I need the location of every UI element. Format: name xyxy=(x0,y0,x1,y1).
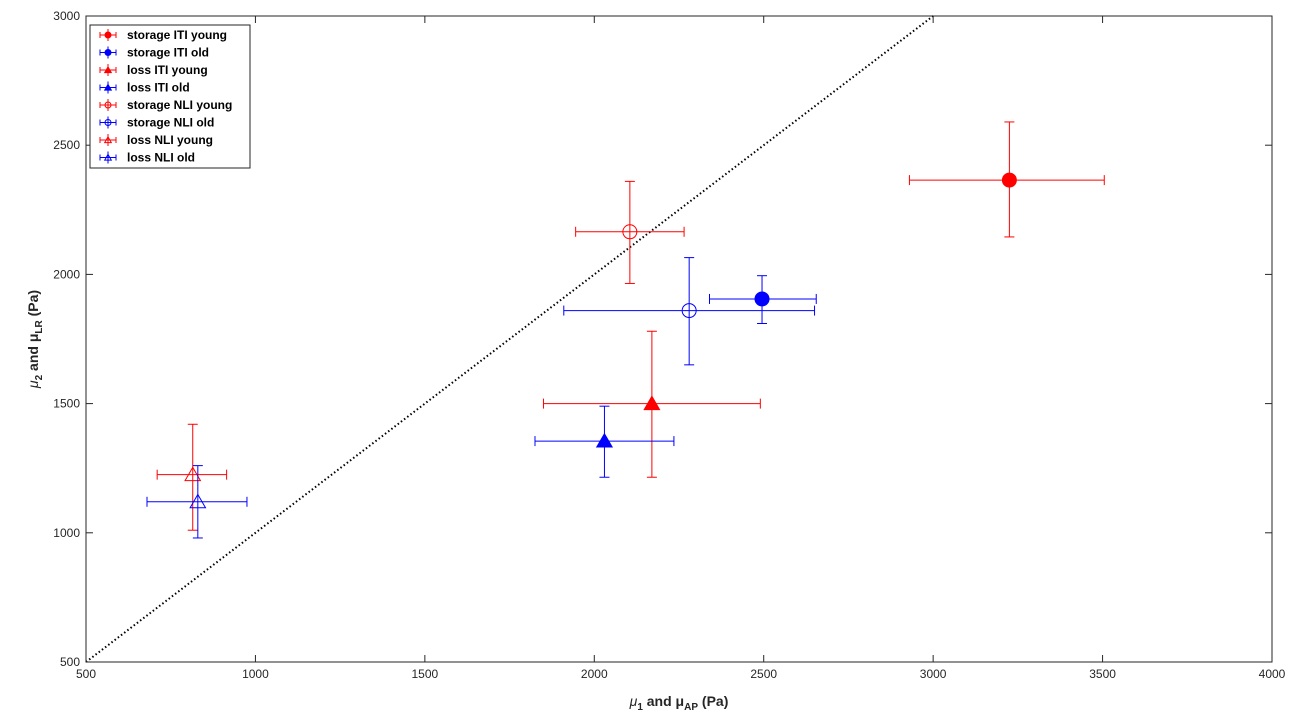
y-tick-label: 500 xyxy=(60,655,80,669)
legend-label: storage ITI young xyxy=(127,28,227,42)
legend-marker-loss-iti-old xyxy=(103,83,113,91)
legend-marker-loss-iti-young xyxy=(103,65,113,74)
legend-box xyxy=(89,24,251,169)
series-storage-iti-old xyxy=(708,275,817,324)
legend-label: storage ITI old xyxy=(127,46,209,60)
y-axis-ticks: 500 1000 1500 2000 2500 3000 xyxy=(53,9,1272,669)
legend-item-loss-iti-young: loss ITI young xyxy=(99,63,208,77)
series-loss-nli-old xyxy=(146,465,248,539)
series-loss-iti-old xyxy=(534,405,675,478)
x-tick-label: 3000 xyxy=(920,667,947,681)
series-storage-nli-young xyxy=(575,180,685,284)
y-axis-label: μ2 and μLR (Pa) xyxy=(25,290,45,389)
y-tick-label: 1500 xyxy=(53,397,80,411)
data-point-loss-iti-old xyxy=(595,432,614,448)
legend-label: loss ITI young xyxy=(127,63,208,77)
legend-marker-loss-nli-old xyxy=(103,153,113,161)
legend-label: loss ITI old xyxy=(127,81,190,95)
legend-marker-loss-nli-young xyxy=(103,135,113,144)
x-tick-label: 2500 xyxy=(750,667,777,681)
x-tick-label: 4000 xyxy=(1259,667,1286,681)
legend: storage ITI young storage ITI old loss ITI… xyxy=(89,24,251,169)
legend-marker-storage-nli-young xyxy=(104,101,112,109)
legend-item-storage-nli-young: storage NLI young xyxy=(99,98,232,112)
data-marks xyxy=(146,121,1105,539)
legend-label: loss NLI young xyxy=(127,133,213,147)
series-storage-nli-old xyxy=(563,257,816,366)
legend-item-storage-nli-old: storage NLI old xyxy=(99,116,214,130)
data-point-loss-iti-young xyxy=(643,395,661,411)
x-tick-label: 500 xyxy=(76,667,96,681)
legend-item-loss-nli-old: loss NLI old xyxy=(99,151,195,165)
legend-item-loss-iti-old: loss ITI old xyxy=(99,81,190,95)
legend-label: storage NLI young xyxy=(127,98,232,112)
legend-marker-storage-iti-old xyxy=(104,49,112,56)
x-axis-ticks: 500 1000 1500 2000 2500 3000 3500 4000 xyxy=(76,16,1286,681)
y-tick-label: 3000 xyxy=(53,9,80,23)
series-loss-iti-young xyxy=(542,330,761,478)
legend-item-storage-iti-young: storage ITI young xyxy=(99,28,227,42)
data-point-loss-nli-young xyxy=(184,466,202,482)
legend-label: storage NLI old xyxy=(127,116,214,130)
y-tick-label: 1000 xyxy=(53,526,80,540)
reference-line xyxy=(85,15,934,663)
x-tick-label: 2000 xyxy=(581,667,608,681)
plot-area xyxy=(85,15,1273,663)
x-tick-label: 1000 xyxy=(242,667,269,681)
legend-label: loss NLI old xyxy=(127,151,195,165)
data-point-storage-nli-old xyxy=(681,303,697,319)
legend-marker-storage-iti-young xyxy=(104,31,112,39)
data-point-loss-nli-old xyxy=(189,493,207,509)
x-tick-label: 1500 xyxy=(412,667,439,681)
x-tick-label: 3500 xyxy=(1089,667,1116,681)
data-point-storage-nli-young xyxy=(622,224,638,240)
y-tick-label: 2000 xyxy=(53,267,80,281)
series-loss-nli-young xyxy=(156,423,228,531)
y-tick-label: 2500 xyxy=(53,138,80,152)
data-point-storage-iti-old xyxy=(754,291,770,307)
series-storage-iti-young xyxy=(908,121,1105,238)
legend-marker-storage-nli-old xyxy=(104,119,112,126)
data-point-storage-iti-young xyxy=(1001,172,1017,188)
legend-item-loss-nli-young: loss NLI young xyxy=(99,133,213,147)
legend-item-storage-iti-old: storage ITI old xyxy=(99,46,209,60)
x-axis-label: μ1 and μAP (Pa) xyxy=(629,693,729,713)
